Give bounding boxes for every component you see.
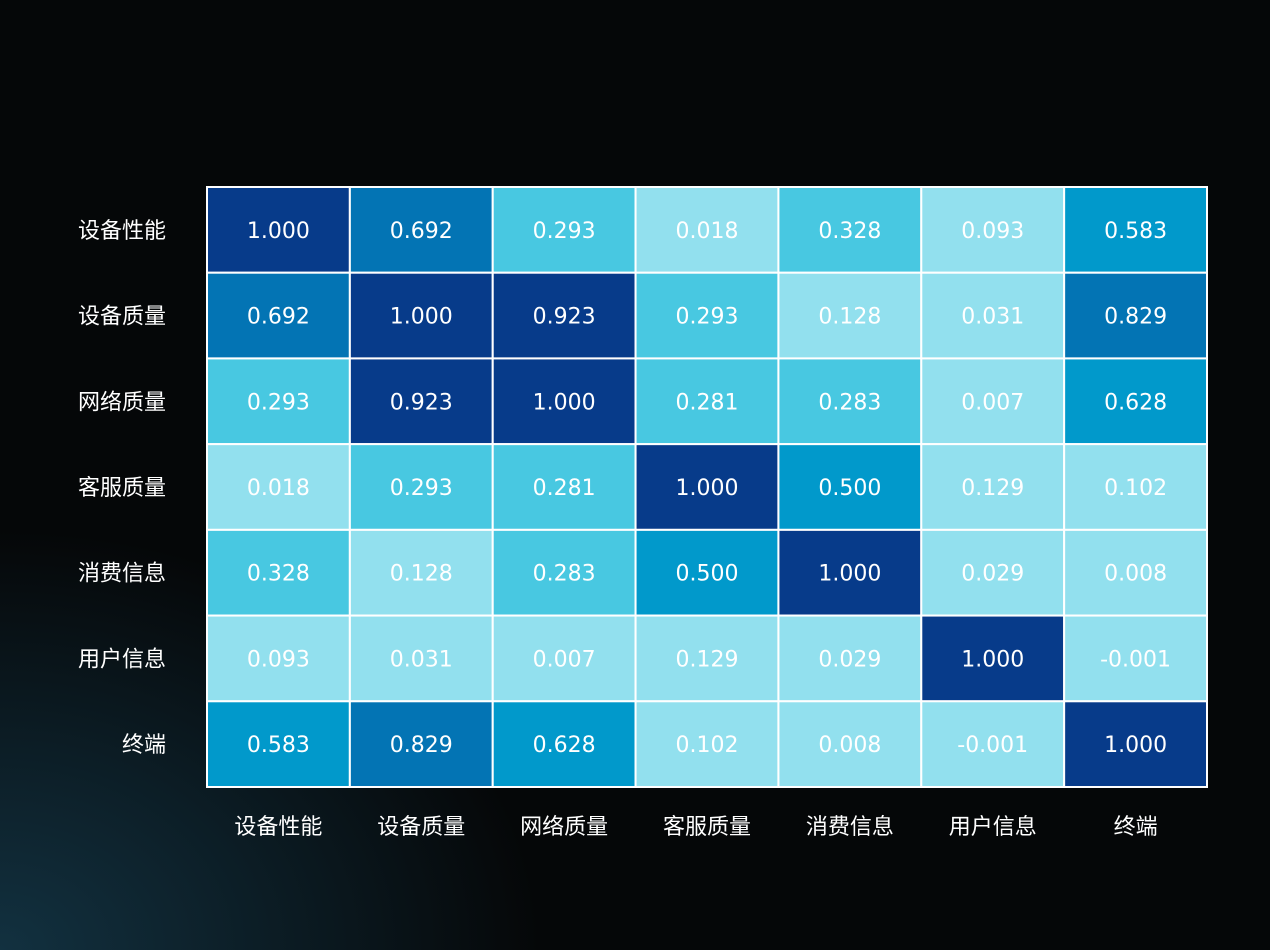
cell-value-label: 0.031 bbox=[961, 305, 1024, 330]
y-tick-label: 客服质量 bbox=[78, 476, 166, 501]
heatmap-frame bbox=[206, 186, 1208, 788]
cell-value-label: 0.500 bbox=[676, 562, 739, 587]
cell-value-label: 0.692 bbox=[390, 219, 453, 244]
heatmap-cell bbox=[491, 271, 637, 360]
heatmap-cell bbox=[634, 700, 780, 788]
x-tick-label: 设备性能 bbox=[234, 815, 322, 840]
x-tick-label: 设备质量 bbox=[377, 815, 465, 840]
y-tick-label: 设备性能 bbox=[78, 219, 166, 244]
cell-value-label: 0.128 bbox=[818, 305, 881, 330]
cell-value-label: 1.000 bbox=[961, 647, 1024, 672]
heatmap-cell bbox=[1063, 357, 1208, 446]
cell-value-label: 1.000 bbox=[818, 562, 881, 587]
heatmap-cell bbox=[1063, 443, 1208, 531]
heatmap-cell bbox=[491, 357, 637, 446]
cell-value-label: 0.628 bbox=[1104, 390, 1167, 415]
cell-value-label: 0.018 bbox=[676, 219, 739, 244]
cell-value-label: 0.007 bbox=[533, 647, 596, 672]
heatmap-cell bbox=[920, 700, 1066, 788]
x-tick-label: 用户信息 bbox=[949, 815, 1037, 840]
heatmap-cell bbox=[206, 700, 351, 788]
heatmap-cell bbox=[491, 700, 637, 788]
cell-value-label: 0.029 bbox=[818, 647, 881, 672]
heatmap-cell bbox=[206, 186, 351, 274]
cell-value-label: 0.829 bbox=[390, 733, 453, 758]
heatmap-cell bbox=[777, 614, 923, 703]
cell-value-label: 0.283 bbox=[533, 562, 596, 587]
heatmap-cell bbox=[777, 700, 923, 788]
cell-value-label: 1.000 bbox=[533, 390, 596, 415]
heatmap-value-labels: 1.000 0.692 0.293 0.018 0.328 0.093 0.583 0.692… bbox=[247, 219, 1171, 758]
cell-value-label: 0.093 bbox=[247, 647, 310, 672]
heatmap-cell bbox=[920, 357, 1066, 446]
heatmap-cell bbox=[348, 357, 494, 446]
y-tick-label: 网络质量 bbox=[78, 390, 166, 415]
heatmap-cell bbox=[777, 357, 923, 446]
y-tick-label: 用户信息 bbox=[78, 647, 166, 672]
cell-value-label: 0.923 bbox=[533, 305, 596, 330]
cell-value-label: -0.001 bbox=[957, 733, 1028, 758]
cell-value-label: 0.031 bbox=[390, 647, 453, 672]
heatmap-cell bbox=[1063, 700, 1208, 788]
heatmap-cell bbox=[1063, 271, 1208, 360]
cell-value-label: 0.129 bbox=[961, 476, 1024, 501]
cell-value-label: 0.281 bbox=[676, 390, 739, 415]
cell-value-label: 0.692 bbox=[247, 305, 310, 330]
heatmap-cell bbox=[348, 443, 494, 531]
cell-value-label: 0.029 bbox=[961, 562, 1024, 587]
cell-value-label: 0.102 bbox=[1104, 476, 1167, 501]
heatmap-cell bbox=[634, 443, 780, 531]
cell-value-label: 0.293 bbox=[247, 390, 310, 415]
heatmap-cell bbox=[206, 443, 351, 531]
cell-value-label: 0.923 bbox=[390, 390, 453, 415]
heatmap-cell bbox=[206, 528, 351, 617]
heatmap-cell bbox=[1063, 614, 1208, 703]
cell-value-label: -0.001 bbox=[1100, 647, 1171, 672]
cell-value-label: 0.093 bbox=[961, 219, 1024, 244]
x-tick-label: 消费信息 bbox=[806, 815, 894, 840]
heatmap-cell bbox=[777, 271, 923, 360]
x-axis-labels: 设备性能 设备质量 网络质量 客服质量 消费信息 用户信息 终端 bbox=[234, 815, 1157, 840]
cell-value-label: 0.102 bbox=[676, 733, 739, 758]
cell-value-label: 1.000 bbox=[247, 219, 310, 244]
heatmap-cell bbox=[634, 357, 780, 446]
cell-value-label: 0.583 bbox=[247, 733, 310, 758]
heatmap-cell bbox=[491, 528, 637, 617]
cell-value-label: 0.628 bbox=[533, 733, 596, 758]
cell-value-label: 1.000 bbox=[390, 305, 453, 330]
cell-value-label: 0.281 bbox=[533, 476, 596, 501]
cell-value-label: 1.000 bbox=[676, 476, 739, 501]
cell-value-label: 0.018 bbox=[247, 476, 310, 501]
heatmap-cell bbox=[348, 614, 494, 703]
cell-value-label: 0.008 bbox=[1104, 562, 1167, 587]
heatmap-cell bbox=[206, 614, 351, 703]
heatmap-cell bbox=[348, 186, 494, 274]
cell-value-label: 0.293 bbox=[676, 305, 739, 330]
cell-value-label: 0.328 bbox=[818, 219, 881, 244]
x-tick-label: 网络质量 bbox=[520, 815, 608, 840]
cell-value-label: 0.129 bbox=[676, 647, 739, 672]
cell-value-label: 0.293 bbox=[390, 476, 453, 501]
y-tick-label: 设备质量 bbox=[78, 305, 166, 330]
cell-value-label: 0.829 bbox=[1104, 305, 1167, 330]
cell-value-label: 0.583 bbox=[1104, 219, 1167, 244]
cell-value-label: 0.328 bbox=[247, 562, 310, 587]
y-tick-label: 终端 bbox=[122, 733, 166, 758]
cell-value-label: 0.500 bbox=[818, 476, 881, 501]
cell-value-label: 0.128 bbox=[390, 562, 453, 587]
y-tick-label: 消费信息 bbox=[78, 562, 166, 587]
x-tick-label: 终端 bbox=[1114, 815, 1158, 840]
x-tick-label: 客服质量 bbox=[663, 815, 751, 840]
heatmap-cell bbox=[920, 186, 1066, 274]
cell-value-label: 1.000 bbox=[1104, 733, 1167, 758]
heatmap-cells bbox=[206, 186, 1208, 788]
cell-value-label: 0.283 bbox=[818, 390, 881, 415]
cell-value-label: 0.008 bbox=[818, 733, 881, 758]
cell-value-label: 0.007 bbox=[961, 390, 1024, 415]
heatmap-cell bbox=[634, 614, 780, 703]
cell-value-label: 0.293 bbox=[533, 219, 596, 244]
heatmap-cell bbox=[920, 443, 1066, 531]
